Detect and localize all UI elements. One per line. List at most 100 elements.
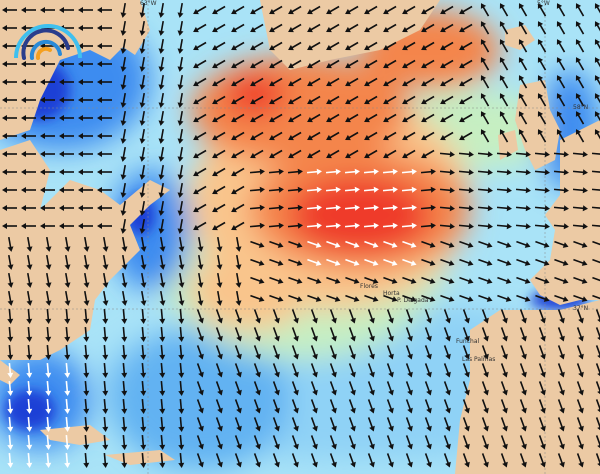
wave-arrow xyxy=(326,23,340,33)
wave-arrow xyxy=(26,416,33,432)
wave-arrow xyxy=(291,417,299,432)
wave-arrow xyxy=(7,344,14,360)
wave-arrow xyxy=(325,204,341,211)
wave-arrow xyxy=(269,77,283,87)
wave-arrow xyxy=(178,452,185,468)
wave-arrow xyxy=(594,57,600,71)
wave-arrow xyxy=(595,345,600,360)
wave-arrow xyxy=(480,39,490,53)
wave-arrow xyxy=(7,380,14,396)
wave-arrow xyxy=(518,93,528,107)
wave-arrow xyxy=(595,399,600,414)
wave-arrow xyxy=(83,398,90,414)
wave-arrow xyxy=(40,169,55,175)
wave-arrow xyxy=(576,417,584,432)
wave-arrow xyxy=(481,399,489,414)
wave-arrow xyxy=(591,170,600,174)
wave-arrow xyxy=(253,399,261,414)
wave-arrow xyxy=(253,417,261,432)
wave-arrow xyxy=(102,380,109,396)
wave-arrow xyxy=(193,131,207,141)
wave-arrow xyxy=(64,398,71,414)
wave-arrow xyxy=(307,240,322,248)
wave-arrow xyxy=(405,399,413,414)
wave-arrow xyxy=(40,115,55,121)
wave-arrow xyxy=(440,276,455,284)
wave-arrow xyxy=(553,223,569,230)
wave-arrow xyxy=(250,23,264,33)
wave-arrow xyxy=(348,399,356,414)
wave-arrow xyxy=(7,236,14,252)
wave-arrow xyxy=(78,97,93,103)
wave-arrow xyxy=(193,77,207,87)
wave-arrow xyxy=(178,380,185,396)
wave-arrow xyxy=(64,326,71,342)
wave-arrow xyxy=(21,61,36,67)
wave-arrow xyxy=(159,380,166,396)
wave-arrow xyxy=(572,169,588,176)
wave-arrow xyxy=(120,92,127,108)
wave-arrow xyxy=(364,240,379,248)
wave-arrow xyxy=(158,92,165,108)
wave-arrow xyxy=(595,381,600,396)
wave-arrow xyxy=(78,61,93,67)
wave-arrow xyxy=(59,61,74,67)
wave-arrow xyxy=(140,452,147,468)
wave-arrow xyxy=(518,75,528,89)
wave-arrow xyxy=(231,113,245,123)
wave-arrow xyxy=(26,398,33,414)
wave-arrow xyxy=(268,186,284,193)
wave-arrow xyxy=(288,95,302,105)
wave-arrow xyxy=(402,41,416,51)
wave-arrow xyxy=(272,435,280,450)
wave-arrow xyxy=(139,74,146,90)
wave-arrow xyxy=(102,452,109,468)
wave-arrow xyxy=(481,381,489,396)
wave-arrow xyxy=(64,434,71,450)
wave-arrow xyxy=(535,294,550,302)
wave-arrow xyxy=(139,2,146,18)
wave-arrow xyxy=(291,345,299,360)
wave-arrow xyxy=(500,327,508,342)
wave-arrow xyxy=(40,223,55,229)
wave-arrow xyxy=(345,95,359,105)
wave-arrow xyxy=(64,416,71,432)
wave-arrow xyxy=(477,187,493,194)
wave-arrow xyxy=(386,399,394,414)
wave-arrow xyxy=(500,381,508,396)
wave-arrow xyxy=(481,327,489,342)
wave-arrow xyxy=(575,75,585,89)
wave-arrow xyxy=(78,223,93,229)
wave-arrow xyxy=(591,188,600,192)
wave-arrow xyxy=(363,204,379,211)
wave-arrow xyxy=(196,309,204,324)
wave-arrow xyxy=(439,187,455,194)
wave-arrow xyxy=(575,39,585,53)
wave-arrow xyxy=(272,417,280,432)
wave-arrow xyxy=(140,308,147,324)
wave-arrow xyxy=(534,205,550,212)
wave-arrow xyxy=(594,93,600,107)
wave-arrow xyxy=(250,276,265,284)
wave-arrow xyxy=(326,77,340,87)
wave-arrow xyxy=(26,362,33,378)
wave-arrow xyxy=(234,345,242,360)
wave-arrow xyxy=(59,169,74,175)
wave-arrow xyxy=(499,129,509,143)
wave-arrow xyxy=(462,435,470,450)
wave-arrow xyxy=(83,236,90,252)
wave-arrow xyxy=(515,151,531,158)
wave-arrow xyxy=(158,146,165,162)
wave-arrow xyxy=(402,294,417,302)
wave-arrow xyxy=(367,381,375,396)
wave-arrow xyxy=(159,272,166,288)
wave-arrow xyxy=(367,435,375,450)
wave-arrow xyxy=(102,434,109,450)
wave-arrow xyxy=(212,95,226,105)
wave-arrow xyxy=(212,59,226,69)
wave-arrow xyxy=(120,110,127,126)
wave-arrow xyxy=(250,77,264,87)
wave-arrow xyxy=(120,74,127,90)
wave-arrow xyxy=(519,399,527,414)
